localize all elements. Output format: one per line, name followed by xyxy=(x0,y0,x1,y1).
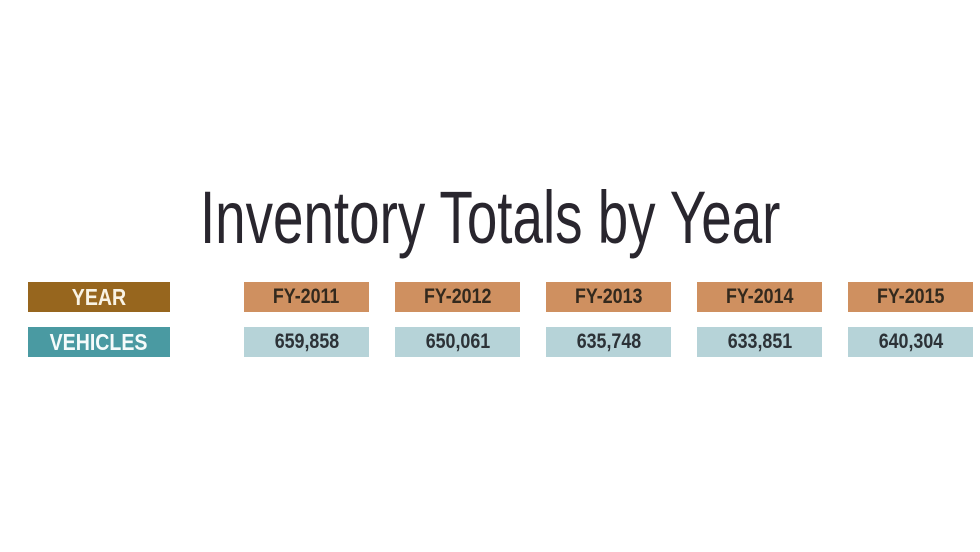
year-cell-fy2014: FY-2014 xyxy=(697,282,822,312)
year-cell-label: FY-2013 xyxy=(574,285,643,308)
vehicles-cell-fy2013: 635,748 xyxy=(546,327,671,357)
vehicles-cell-value: 635,748 xyxy=(576,330,641,353)
vehicles-cell-value: 650,061 xyxy=(425,330,490,353)
year-cell-label: FY-2015 xyxy=(876,285,945,308)
vehicles-cell-fy2011: 659,858 xyxy=(244,327,369,357)
vehicles-cell-fy2015: 640,304 xyxy=(848,327,973,357)
year-cell-fy2015: FY-2015 xyxy=(848,282,973,312)
year-cell-fy2012: FY-2012 xyxy=(395,282,520,312)
row-header-vehicles: VEHICLES xyxy=(28,327,170,357)
vehicles-cell-value: 640,304 xyxy=(878,330,943,353)
row-header-year-label: YEAR xyxy=(71,283,127,310)
figure-title: Inventory Totals by Year xyxy=(0,181,980,255)
vehicles-cell-value: 633,851 xyxy=(727,330,792,353)
year-cell-label: FY-2014 xyxy=(725,285,794,308)
vehicles-cell-value: 659,858 xyxy=(274,330,339,353)
figure-title-text: Inventory Totals by Year xyxy=(199,176,781,259)
vehicles-cell-fy2014: 633,851 xyxy=(697,327,822,357)
row-header-vehicles-label: VEHICLES xyxy=(50,328,148,355)
year-cell-label: FY-2012 xyxy=(423,285,492,308)
vehicles-cell-fy2012: 650,061 xyxy=(395,327,520,357)
year-cell-label: FY-2011 xyxy=(273,285,340,308)
year-cell-fy2013: FY-2013 xyxy=(546,282,671,312)
inventory-table: YEAR FY-2011 FY-2012 FY-2013 FY-2014 FY-… xyxy=(28,282,973,357)
year-cell-fy2011: FY-2011 xyxy=(244,282,369,312)
row-header-year: YEAR xyxy=(28,282,170,312)
